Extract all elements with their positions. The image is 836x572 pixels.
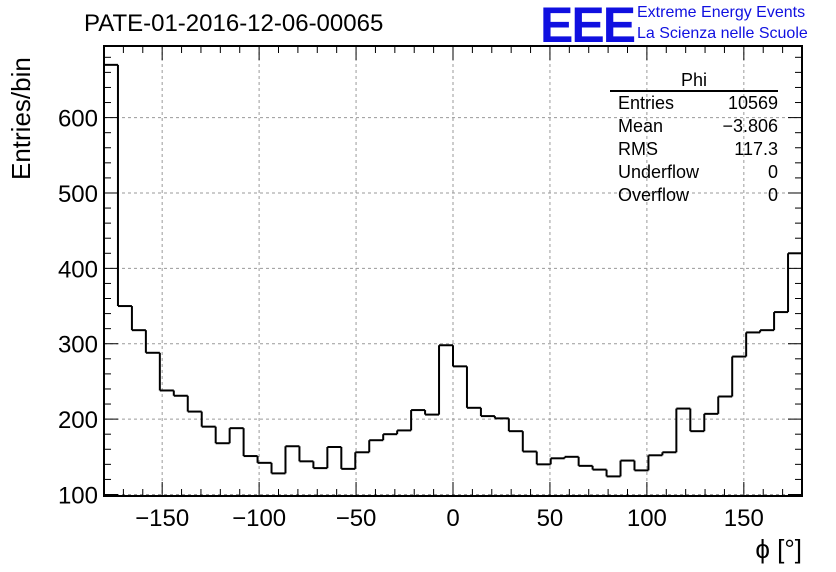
stats-row-overflow: Overflow 0 (610, 184, 778, 207)
stats-row-rms: RMS 117.3 (610, 138, 778, 161)
stats-box: Phi Entries 10569 Mean −3.806 RMS 117.3 … (610, 70, 778, 207)
stats-row-underflow: Underflow 0 (610, 161, 778, 184)
y-axis-label: Entries/bin (6, 57, 36, 180)
y-tick-label: 300 (58, 332, 98, 359)
y-tick-label: 400 (58, 256, 98, 283)
y-tick-label: 100 (58, 482, 98, 509)
x-tick-label: −50 (336, 505, 377, 532)
stats-label: Underflow (618, 162, 700, 182)
x-tick-label: 150 (724, 505, 764, 532)
x-axis-label: ϕ [°] (755, 534, 802, 564)
plot-frame (103, 45, 803, 497)
stats-label: Entries (618, 93, 675, 113)
stats-value: 10569 (727, 93, 778, 113)
eee-logo: EEE (540, 0, 636, 53)
chart-title: PATE-01-2016-12-06-00065 (84, 10, 384, 37)
x-tick-label: 0 (446, 505, 459, 532)
logo-caption: Extreme Energy Events La Scienza nelle S… (637, 2, 808, 44)
x-tick-label: 50 (537, 505, 564, 532)
stats-value: 117.3 (734, 139, 778, 159)
logo-caption-line1: Extreme Energy Events (637, 4, 806, 21)
stats-title: Phi (610, 70, 778, 92)
y-tick-label: 200 (58, 407, 98, 434)
stats-value: −3.806 (722, 116, 778, 136)
x-tick-label: −150 (135, 505, 189, 532)
y-tick-label: 500 (58, 181, 98, 208)
y-tick-label: 600 (58, 106, 98, 133)
stats-label: Overflow (618, 185, 690, 205)
stats-value: 0 (767, 162, 778, 182)
x-tick-label: −100 (232, 505, 286, 532)
stats-value: 0 (767, 185, 778, 205)
logo-caption-line2: La Scienza nelle Scuole (637, 25, 808, 42)
stats-row-mean: Mean −3.806 (610, 115, 778, 138)
stats-label: Mean (618, 116, 664, 136)
stats-label: RMS (618, 139, 658, 159)
stats-row-entries: Entries 10569 (610, 92, 778, 115)
x-tick-label: 100 (627, 505, 667, 532)
